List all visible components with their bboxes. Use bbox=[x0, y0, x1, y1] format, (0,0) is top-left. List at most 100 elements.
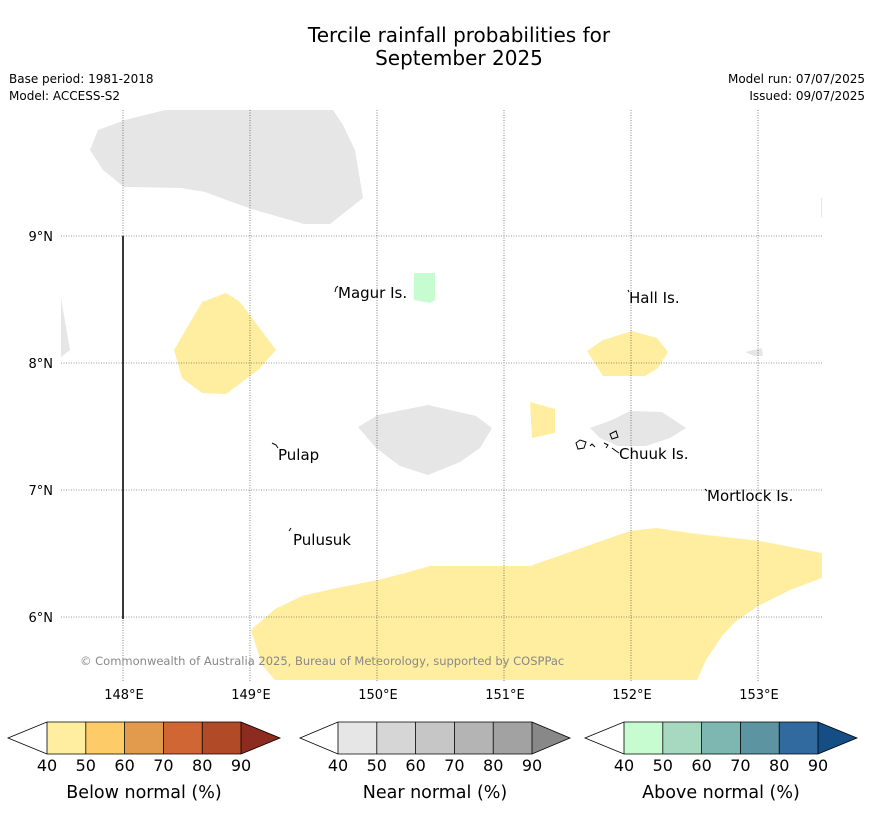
lat-tick-labels: 9°N 8°N 7°N 6°N bbox=[29, 230, 54, 626]
legend-below-segment bbox=[85, 722, 125, 754]
island-pulusuk bbox=[288, 527, 292, 532]
island-chuuk-lagoon-5 bbox=[589, 443, 596, 448]
island-chuuk-lagoon-4 bbox=[611, 447, 620, 454]
legend-near-segment bbox=[415, 722, 455, 754]
legend-below-tick-label: 80 bbox=[192, 756, 212, 775]
near-normal-region-west-edge bbox=[61, 298, 70, 357]
below-normal-region-west bbox=[174, 293, 276, 394]
near-normal-region-east-edge bbox=[821, 198, 822, 217]
legend-above-segment bbox=[701, 722, 741, 754]
legend-below-tick-label: 60 bbox=[114, 756, 134, 775]
legend-above-tick-label: 80 bbox=[769, 756, 789, 775]
base-period-text: Base period: 1981-2018 bbox=[9, 72, 154, 86]
lon-tick-149e: 149°E bbox=[231, 688, 271, 703]
below-normal-region-south bbox=[251, 528, 822, 680]
graticule bbox=[61, 110, 822, 681]
place-label-pulusuk: Pulusuk bbox=[293, 531, 351, 549]
place-labels: Magur Is. Hall Is. Pulap Chuuk Is. Mortl… bbox=[278, 284, 793, 549]
legend-below-segment bbox=[124, 722, 164, 754]
meta-right: Model run: 07/07/2025 Issued: 09/07/2025 bbox=[728, 71, 865, 105]
legend-below-upper-extension bbox=[241, 722, 280, 754]
legend-below-lower-extension bbox=[8, 722, 47, 754]
place-label-magur: Magur Is. bbox=[338, 284, 407, 302]
below-normal-regions bbox=[174, 293, 822, 680]
legend-below-tick-label: 90 bbox=[231, 756, 251, 775]
legend-above-tick-label: 60 bbox=[691, 756, 711, 775]
legend-near-tick-label: 70 bbox=[444, 756, 464, 775]
legend-near-segment bbox=[454, 722, 494, 754]
issued-text: Issued: 09/07/2025 bbox=[749, 89, 865, 103]
legend-above-label: Above normal (%) bbox=[642, 783, 800, 803]
model-run-text: Model run: 07/07/2025 bbox=[727, 72, 865, 86]
legend-near-tick-label: 80 bbox=[483, 756, 503, 775]
lon-tick-150e: 150°E bbox=[358, 688, 398, 703]
legend-below-tick-label: 50 bbox=[76, 756, 96, 775]
legend-above-normal: 40 50 60 70 80 90 Above normal (%) bbox=[583, 721, 859, 803]
legend-above-tick-label: 90 bbox=[808, 756, 828, 775]
legend-near-normal: 40 50 60 70 80 90 Near normal (%) bbox=[298, 721, 572, 803]
place-label-hall: Hall Is. bbox=[629, 289, 680, 307]
legend-above-tick-label: 70 bbox=[730, 756, 750, 775]
place-label-mortlock: Mortlock Is. bbox=[707, 487, 793, 505]
near-normal-region-east-small bbox=[745, 348, 763, 356]
legend-near-segment bbox=[338, 722, 377, 754]
island-magur bbox=[334, 285, 339, 293]
lat-tick-6n: 6°N bbox=[29, 611, 54, 626]
legend-below-tick-label: 70 bbox=[153, 756, 173, 775]
legend-below-tick-label: 40 bbox=[37, 756, 57, 775]
place-label-pulap: Pulap bbox=[278, 446, 319, 464]
island-chuuk-lagoon-2 bbox=[603, 442, 609, 449]
legend-above-segment bbox=[779, 722, 818, 754]
legend-near-tick-label: 40 bbox=[328, 756, 348, 775]
legend-above-tick-label: 50 bbox=[653, 756, 673, 775]
legend-below-segment bbox=[202, 722, 241, 754]
copyright-text: © Commonwealth of Australia 2025, Bureau… bbox=[80, 654, 564, 668]
place-label-chuuk: Chuuk Is. bbox=[619, 445, 688, 463]
lat-tick-7n: 7°N bbox=[29, 484, 54, 499]
below-normal-region-small bbox=[530, 402, 555, 438]
title-line-2: September 2025 bbox=[375, 46, 543, 70]
lon-tick-labels: 148°E 149°E 150°E 151°E 152°E 153°E bbox=[104, 688, 779, 703]
above-normal-region-magur bbox=[414, 273, 435, 303]
above-normal-regions bbox=[414, 273, 435, 303]
lon-tick-153e: 153°E bbox=[739, 688, 779, 703]
legend-above-outline bbox=[583, 721, 859, 755]
island-chuuk-lagoon-3 bbox=[609, 430, 619, 440]
island-hall bbox=[627, 289, 630, 293]
map-title: Tercile rainfall probabilities for Septe… bbox=[0, 24, 873, 70]
legend-below-normal: 40 50 60 70 80 90 Below normal (%) bbox=[6, 721, 282, 803]
lon-tick-151e: 151°E bbox=[485, 688, 525, 703]
near-normal-region-chuuk bbox=[590, 411, 686, 446]
island-mortlock bbox=[704, 488, 708, 492]
legend-near-segment bbox=[376, 722, 416, 754]
legend-near-outline bbox=[298, 721, 572, 755]
legend-near-tick-label: 90 bbox=[522, 756, 542, 775]
legend-near-tick-label: 60 bbox=[405, 756, 425, 775]
near-normal-region-central bbox=[358, 405, 492, 475]
model-text: Model: ACCESS-S2 bbox=[9, 89, 121, 103]
islands bbox=[271, 285, 708, 532]
legend-above-upper-extension bbox=[818, 722, 857, 754]
lat-tick-9n: 9°N bbox=[29, 230, 54, 245]
legend-near-lower-extension bbox=[300, 722, 338, 754]
legend-below-segment bbox=[163, 722, 203, 754]
near-normal-region-north bbox=[90, 110, 363, 224]
title-line-1: Tercile rainfall probabilities for bbox=[307, 23, 611, 47]
legend-near-upper-extension bbox=[532, 722, 570, 754]
legend-above-segment bbox=[662, 722, 702, 754]
lon-tick-148e: 148°E bbox=[104, 688, 144, 703]
meta-left: Base period: 1981-2018 Model: ACCESS-S2 bbox=[9, 71, 154, 105]
island-chuuk-lagoon-1 bbox=[575, 439, 587, 450]
lon-tick-152e: 152°E bbox=[612, 688, 652, 703]
near-normal-regions bbox=[61, 110, 822, 475]
legend-above-tick-label: 40 bbox=[614, 756, 634, 775]
legend-near-segment bbox=[493, 722, 532, 754]
legend-above-segment bbox=[740, 722, 780, 754]
legend-below-label: Below normal (%) bbox=[66, 783, 221, 803]
legend-below-outline bbox=[6, 721, 282, 755]
below-normal-region-northeast bbox=[587, 331, 668, 376]
lat-tick-8n: 8°N bbox=[29, 357, 54, 372]
island-pulap bbox=[271, 442, 279, 449]
legend-near-tick-label: 50 bbox=[367, 756, 387, 775]
